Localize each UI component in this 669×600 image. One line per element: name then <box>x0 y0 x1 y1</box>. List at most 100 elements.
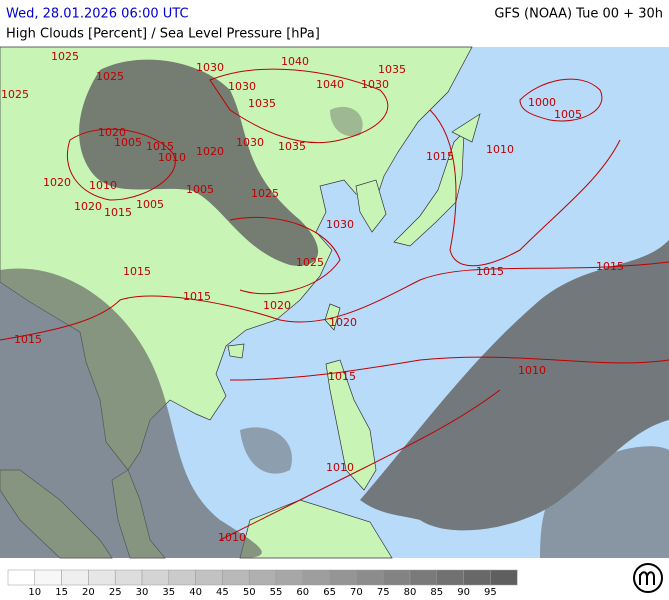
clouds <box>0 59 669 558</box>
legend-swatch <box>61 569 89 586</box>
legend-label: 55 <box>270 587 283 598</box>
legend-swatch <box>275 569 304 586</box>
legend-swatch <box>382 569 411 586</box>
isobar-label: 1010 <box>486 143 514 156</box>
legend-swatch <box>141 569 170 586</box>
legend-swatch <box>222 569 250 586</box>
legend-label: 20 <box>82 587 95 598</box>
isobar-label: 1025 <box>1 88 29 101</box>
isobar-label: 1035 <box>248 97 276 110</box>
legend-label: 45 <box>216 587 229 598</box>
legend-label: 10 <box>28 587 41 598</box>
isobar-label: 1030 <box>236 136 264 149</box>
cloud-area <box>79 59 319 266</box>
isobar-label: 1030 <box>196 61 224 74</box>
legend-swatch <box>114 569 143 586</box>
isobar-label: 1025 <box>251 187 279 200</box>
legend-swatch <box>463 569 491 586</box>
isobar-label: 1005 <box>186 183 214 196</box>
isobars <box>0 68 669 541</box>
isobar-label: 1020 <box>43 176 71 189</box>
isobar-label: 1015 <box>328 370 356 383</box>
legend-label: 35 <box>162 587 175 598</box>
isobar-label: 1030 <box>228 80 256 93</box>
date-title: Wed, 28.01.2026 06:00 UTC <box>6 7 189 22</box>
cloud-area <box>330 106 363 137</box>
legend-label: 75 <box>377 587 390 598</box>
cloud-area <box>360 240 669 531</box>
isobar <box>519 78 603 122</box>
legend-swatch <box>168 569 196 586</box>
legend-swatch <box>329 569 357 586</box>
legend-label: 60 <box>296 587 309 598</box>
isobar <box>66 128 176 201</box>
isobar-label: 1035 <box>278 140 306 153</box>
legend-swatch <box>490 569 518 586</box>
isobar-label: 1000 <box>528 96 556 109</box>
isobar-label: 1015 <box>104 206 132 219</box>
legend-swatch <box>88 569 116 586</box>
legend-label: 65 <box>323 587 336 598</box>
isobar <box>209 68 389 144</box>
isobar-label: 1020 <box>329 316 357 329</box>
legend-swatch <box>356 569 384 586</box>
logo-mark <box>639 571 655 585</box>
isobar-label: 1015 <box>14 333 42 346</box>
legend-label: 15 <box>55 587 68 598</box>
isobar-label: 1005 <box>136 198 164 211</box>
isobar <box>429 109 621 267</box>
legend-label: 80 <box>404 587 417 598</box>
cloud-area <box>0 268 262 558</box>
isobar-label: 1020 <box>196 145 224 158</box>
legend-swatch <box>409 569 438 586</box>
legend-label: 85 <box>430 587 443 598</box>
cloud-area <box>540 446 669 558</box>
legend-swatch <box>7 569 36 586</box>
isobar-label: 1020 <box>74 200 102 213</box>
legend-swatch <box>34 569 62 586</box>
isobar-label: 1010 <box>218 531 246 544</box>
isobar-label: 1025 <box>96 70 124 83</box>
isobar-label: 1020 <box>98 126 126 139</box>
legend-label: 30 <box>136 587 149 598</box>
isobar-label: 1010 <box>518 364 546 377</box>
isobar-label: 1015 <box>146 140 174 153</box>
isobar-label: 1005 <box>114 136 142 149</box>
logo <box>633 563 663 593</box>
philippines <box>325 359 377 491</box>
legend-label: 25 <box>109 587 122 598</box>
cloud-area <box>240 427 292 474</box>
korea <box>355 179 387 233</box>
isobar-label: 1025 <box>296 256 324 269</box>
isobar-label: 1015 <box>183 290 211 303</box>
hokkaido <box>451 113 481 143</box>
isobar-label: 1015 <box>426 150 454 163</box>
taiwan <box>324 303 341 331</box>
isobar-label: 1025 <box>51 50 79 63</box>
isobar-label: 1030 <box>326 218 354 231</box>
legend-label: 90 <box>457 587 470 598</box>
hainan <box>227 343 245 359</box>
isobar-label: 1015 <box>123 265 151 278</box>
isobar-label: 1005 <box>554 108 582 121</box>
isobar-label: 1035 <box>378 63 406 76</box>
isobar-label: 1020 <box>263 299 291 312</box>
isobar-label: 1040 <box>316 78 344 91</box>
isobar-label: 1010 <box>158 151 186 164</box>
isobar-label: 1015 <box>476 265 504 278</box>
isobar-label: 1010 <box>326 461 354 474</box>
legend-label: 40 <box>189 587 202 598</box>
legend-swatch <box>436 569 464 586</box>
isobar <box>229 356 669 381</box>
legend-label: 95 <box>484 587 497 598</box>
isobar <box>0 261 669 341</box>
isobar-label: 1010 <box>89 179 117 192</box>
legend-swatch <box>248 569 277 586</box>
isobar-label: 1030 <box>361 78 389 91</box>
model-run: GFS (NOAA) Tue 00 + 30h <box>494 7 663 22</box>
legend-swatch <box>302 569 330 586</box>
isobar-label: 1040 <box>281 55 309 68</box>
legend-swatch <box>195 569 223 586</box>
